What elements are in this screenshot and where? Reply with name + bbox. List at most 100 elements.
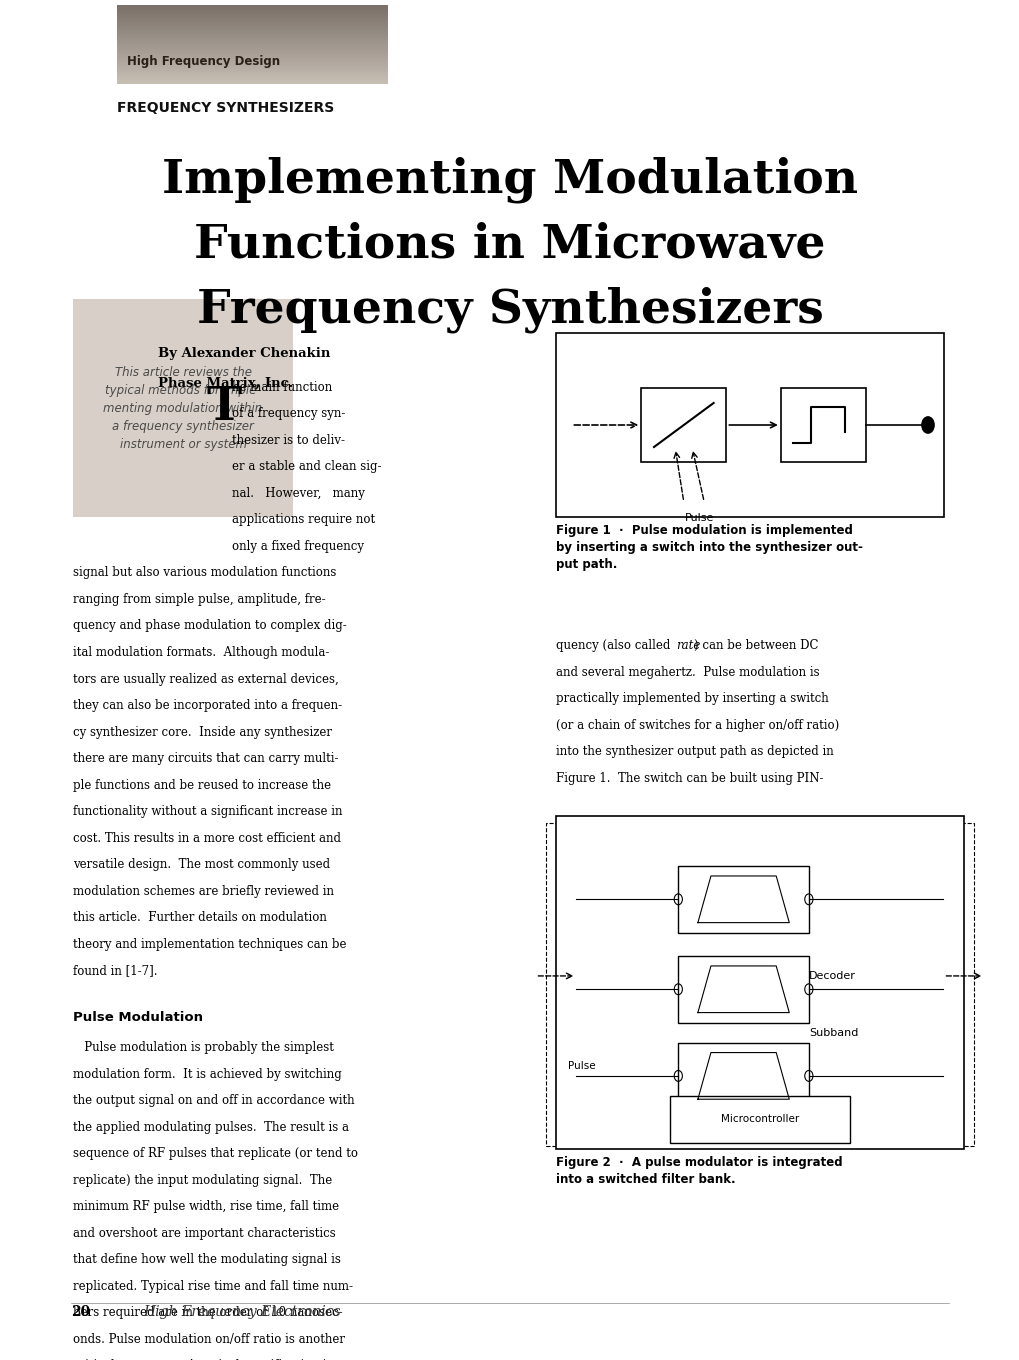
Text: and overshoot are important characteristics: and overshoot are important characterist… [73,1227,336,1240]
Bar [117,72,387,75]
Text: the output signal on and off in accordance with: the output signal on and off in accordan… [73,1095,355,1107]
Text: High Frequency Design: High Frequency Design [127,54,280,68]
Text: into the synthesizer output path as depicted in: into the synthesizer output path as depi… [555,745,833,759]
Text: Pulse: Pulse [568,1061,595,1070]
Text: Phase Matrix, Inc.: Phase Matrix, Inc. [158,377,293,390]
Bar [641,389,726,462]
Text: of a frequency syn-: of a frequency syn- [231,408,344,420]
Bar [117,15,387,18]
Bar [117,58,387,61]
Bar [117,11,387,14]
Bar [780,389,865,462]
Bar [117,31,387,33]
Text: This article reviews the
typical methods for imple-
menting modulation within
a : This article reviews the typical methods… [103,366,263,450]
Text: thesizer is to deliv-: thesizer is to deliv- [231,434,344,447]
Text: ) can be between DC: ) can be between DC [693,639,817,653]
Text: there are many circuits that can carry multi-: there are many circuits that can carry m… [73,752,338,766]
Bar [117,10,387,11]
Text: replicate) the input modulating signal.  The: replicate) the input modulating signal. … [73,1174,332,1187]
Text: this article.  Further details on modulation: this article. Further details on modulat… [73,911,327,925]
Bar [117,44,387,45]
Text: Microcontroller: Microcontroller [720,1114,798,1125]
Text: quency (also called: quency (also called [555,639,674,653]
Text: practically implemented by inserting a switch: practically implemented by inserting a s… [555,692,827,706]
Bar [117,18,387,19]
Text: ital modulation formats.  Although modula-: ital modulation formats. Although modula… [73,646,329,660]
Text: functionality without a significant increase in: functionality without a significant incr… [73,805,342,819]
Text: Pulse Modulation: Pulse Modulation [73,1012,203,1024]
Text: By Alexander Chenakin: By Alexander Chenakin [158,347,330,360]
Text: (or a chain of switches for a higher on/off ratio): (or a chain of switches for a higher on/… [555,718,839,732]
Text: sequence of RF pulses that replicate (or tend to: sequence of RF pulses that replicate (or… [73,1148,358,1160]
Text: only a fixed frequency: only a fixed frequency [231,540,363,554]
Text: he main function: he main function [231,381,331,394]
Bar [555,816,963,1149]
Text: FREQUENCY SYNTHESIZERS: FREQUENCY SYNTHESIZERS [117,101,334,114]
Bar [117,54,387,57]
Text: tors are usually realized as external devices,: tors are usually realized as external de… [73,673,339,685]
Bar [545,823,973,1146]
Bar [117,22,387,23]
Bar [117,46,387,49]
Text: Figure 2  ·  A pulse modulator is integrated
into a switched filter bank.: Figure 2 · A pulse modulator is integrat… [555,1156,842,1186]
Text: minimum RF pulse width, rise time, fall time: minimum RF pulse width, rise time, fall … [73,1201,339,1213]
Text: Figure 1.  The switch can be built using PIN-: Figure 1. The switch can be built using … [555,771,822,785]
Bar [117,53,387,54]
Bar [117,75,387,76]
Bar [117,57,387,58]
Text: modulation schemes are briefly reviewed in: modulation schemes are briefly reviewed … [73,885,334,898]
Text: nal.   However,   many: nal. However, many [231,487,364,500]
Text: er a stable and clean sig-: er a stable and clean sig- [231,460,381,473]
Text: Pulse: Pulse [684,513,713,524]
Text: Subband: Subband [808,1028,857,1038]
Bar [117,45,387,46]
Text: rate: rate [676,639,700,653]
Text: the applied modulating pulses.  The result is a: the applied modulating pulses. The resul… [73,1121,350,1134]
Bar [117,65,387,67]
Bar [117,14,387,15]
Text: and several megahertz.  Pulse modulation is: and several megahertz. Pulse modulation … [555,665,818,679]
Text: Frequency Synthesizers: Frequency Synthesizers [197,287,822,333]
Bar [669,1096,849,1142]
Text: applications require not: applications require not [231,514,374,526]
Bar [117,80,387,83]
Text: signal but also various modulation functions: signal but also various modulation funct… [73,567,336,579]
Text: cy synthesizer core.  Inside any synthesizer: cy synthesizer core. Inside any synthesi… [73,726,332,738]
Bar [117,79,387,80]
Bar [117,37,387,39]
Bar [117,41,387,44]
Text: theory and implementation techniques can be: theory and implementation techniques can… [73,938,346,951]
Text: High Frequency Electronics: High Frequency Electronics [143,1306,340,1319]
Text: found in [1-7].: found in [1-7]. [73,964,158,978]
Text: that define how well the modulating signal is: that define how well the modulating sign… [73,1254,341,1266]
Bar [117,50,387,53]
Bar [117,23,387,26]
Bar [117,19,387,22]
Bar [555,333,943,517]
Bar [678,956,808,1023]
Text: bers required are in the order of 10 nanosec-: bers required are in the order of 10 nan… [73,1307,342,1319]
Text: 20: 20 [71,1306,91,1319]
Bar [117,63,387,65]
Circle shape [921,416,933,432]
Bar [117,61,387,63]
Text: cost. This results in a more cost efficient and: cost. This results in a more cost effici… [73,832,341,845]
Bar [678,866,808,933]
Text: Implementing Modulation: Implementing Modulation [162,156,857,203]
Bar [117,26,387,27]
Text: onds. Pulse modulation on/off ratio is another: onds. Pulse modulation on/off ratio is a… [73,1333,345,1346]
Text: replicated. Typical rise time and fall time num-: replicated. Typical rise time and fall t… [73,1280,354,1293]
Text: quency and phase modulation to complex dig-: quency and phase modulation to complex d… [73,620,346,632]
Text: Decoder: Decoder [808,971,855,981]
Text: versatile design.  The most commonly used: versatile design. The most commonly used [73,858,330,872]
Bar [117,67,387,68]
Bar [117,29,387,31]
Text: Pulse modulation is probably the simplest: Pulse modulation is probably the simples… [73,1042,334,1054]
Text: ranging from simple pulse, amplitude, fre-: ranging from simple pulse, amplitude, fr… [73,593,326,607]
Text: Functions in Microwave: Functions in Microwave [194,222,825,268]
Text: modulation form.  It is achieved by switching: modulation form. It is achieved by switc… [73,1068,341,1081]
Bar [117,49,387,50]
Bar [73,299,292,517]
Bar [117,7,387,10]
Bar [117,27,387,29]
